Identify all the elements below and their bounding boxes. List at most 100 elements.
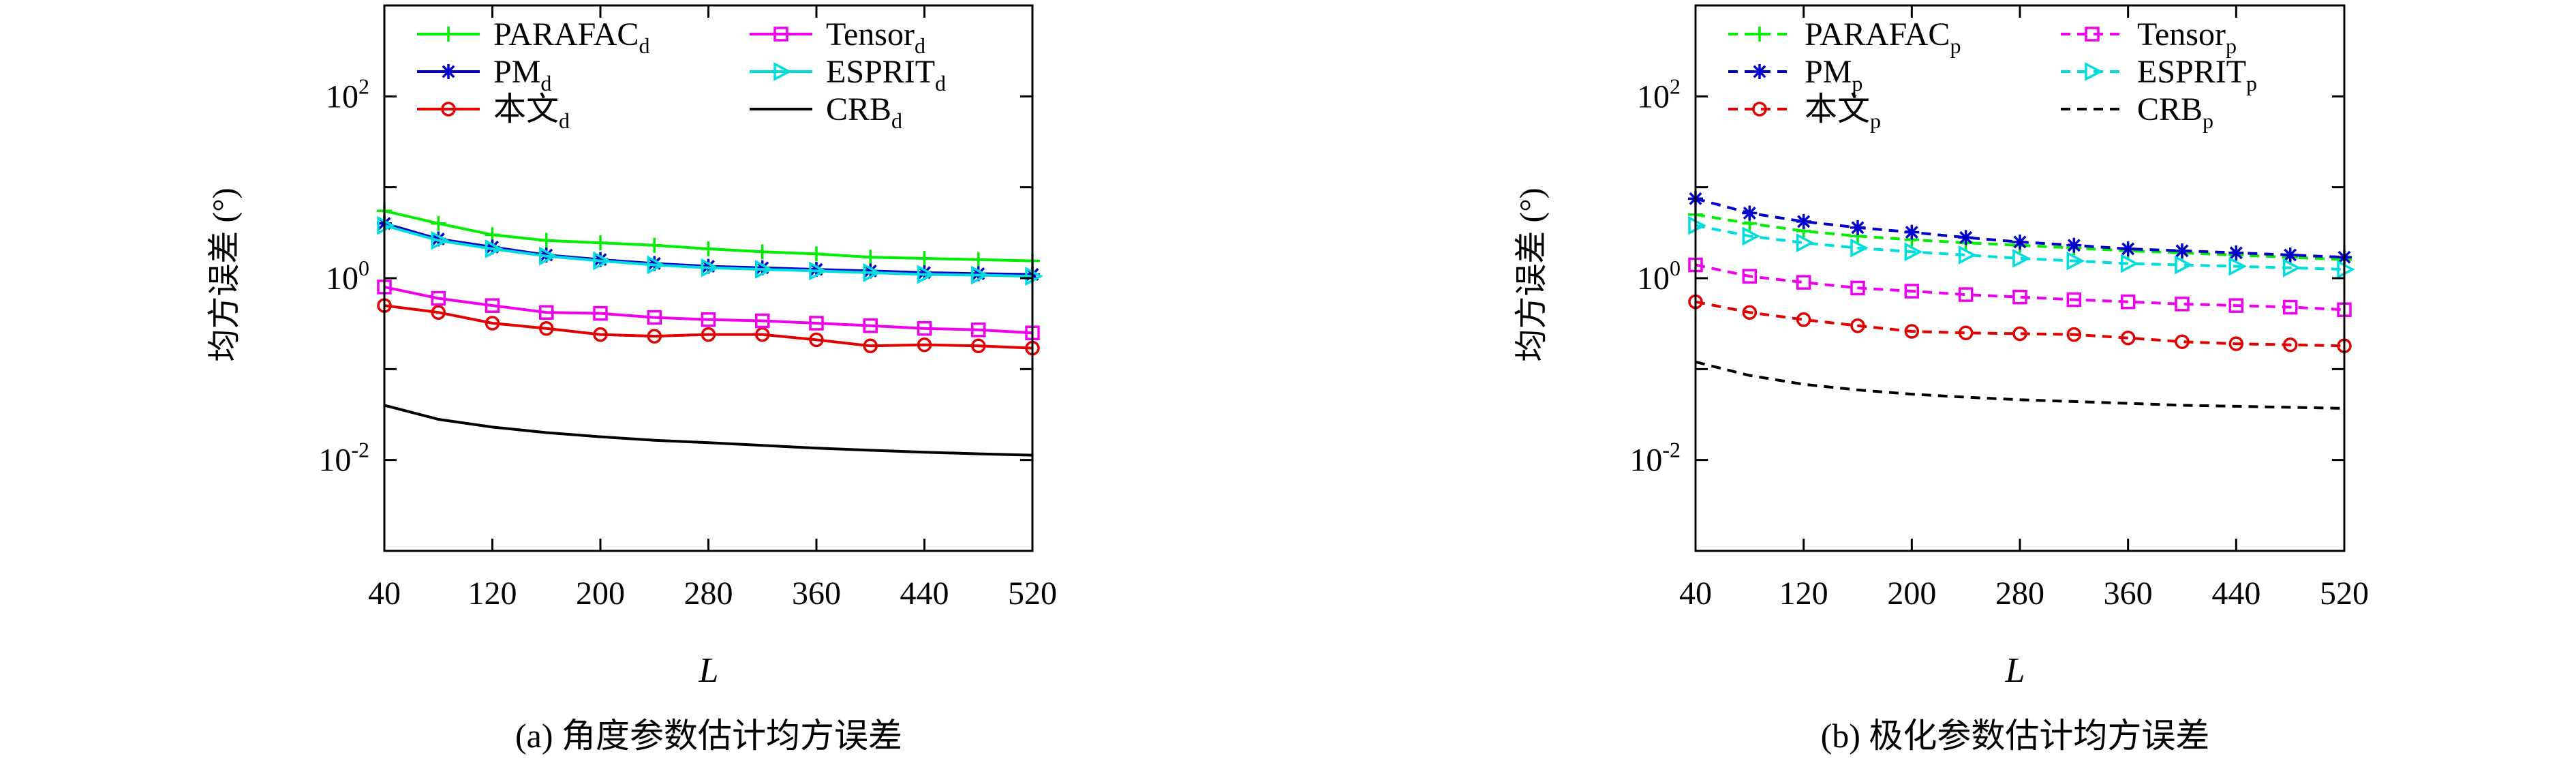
data-point [754,260,770,275]
data-point [593,305,608,321]
data-point [647,310,662,325]
series-line [1695,224,2345,271]
data-point [2120,254,2139,273]
data-point [809,262,824,278]
data-point [2228,298,2244,313]
data-point [593,235,608,251]
data-point [2012,249,2031,268]
series-line [1695,360,2345,410]
data-point [1796,275,1811,290]
data-point [2175,243,2190,258]
data-point [431,305,446,320]
data-point [1742,205,1758,221]
data-point [755,327,770,342]
series-line [1695,263,2345,312]
legend-marker [1752,27,1767,42]
legend-label: ESPRITp [2137,54,2257,95]
series-本文-p [1688,294,2352,354]
data-point [2120,330,2136,346]
legend-label: 本文d [493,91,570,133]
data-point [1904,224,1920,240]
data-point [755,260,773,279]
x-tick-label: 120 [1779,575,1828,612]
legend-label: CRBd [826,91,902,133]
legend-label: ESPRITd [826,54,946,95]
legend-label: Tensorp [2137,16,2237,58]
data-point [863,338,878,354]
y-tick-label: 100 [326,256,369,297]
chart-caption: (a) 角度参数估计均方误差 [515,717,902,755]
data-point [701,312,716,327]
data-point [1904,324,1920,339]
y-tick-label: 102 [1637,74,1681,115]
data-point [431,231,446,247]
legend-marker [441,102,456,117]
data-point [2120,294,2136,310]
series-CRB-d [384,404,1033,457]
data-point [755,313,770,329]
legend-label: PMp [1805,54,1862,95]
data-point [863,263,882,282]
data-point [2282,247,2298,262]
data-point [2066,292,2082,308]
legend-marker [2085,62,2103,81]
data-point [2282,299,2298,315]
series-CRB-p [1695,360,2345,410]
legend-item: PMd [417,54,551,95]
series-本文-d [377,298,1040,356]
data-point [1796,312,1811,327]
y-tick-label: 102 [326,74,369,115]
series-line [384,285,1033,335]
x-tick-label: 360 [2104,575,2153,612]
data-point [701,327,716,342]
data-point [754,244,770,260]
data-point [1904,242,1923,262]
y-tick-label: 10-2 [318,438,369,479]
series-line [384,304,1033,350]
data-point [593,251,611,271]
y-axis-label: 均方误差 (°) [206,188,243,361]
data-point [1958,325,1974,341]
legend-label: Tensord [826,16,925,58]
series-PARAFAC-d [377,203,1040,269]
data-point [1958,230,1974,245]
data-point [647,256,662,271]
data-point [970,252,986,267]
data-point [431,230,450,250]
legend-item: PARAFACd [417,16,649,58]
data-point [2012,289,2027,305]
x-tick-label: 280 [1995,575,2044,612]
data-point [971,265,990,285]
data-point [2175,297,2190,312]
legend-marker [1752,64,1767,79]
data-point [2012,326,2027,342]
series-line [384,404,1033,457]
x-tick-label: 360 [792,575,841,612]
data-point [2066,327,2082,342]
data-point [539,305,554,320]
data-point [917,265,936,284]
data-point [2282,337,2298,352]
legend-label: 本文p [1805,91,1881,133]
data-point [863,263,878,279]
data-point [2175,255,2193,275]
data-point [1850,280,1865,296]
data-point [701,258,720,278]
x-tick-label: 440 [2211,575,2260,612]
data-point [2228,245,2244,260]
data-point [1742,269,1758,284]
legend-marker [441,27,456,42]
data-point [1850,238,1869,258]
data-point [2066,237,2082,253]
x-tick-label: 200 [576,575,625,612]
data-point [917,337,932,352]
legend-item: PMp [1728,54,1862,95]
data-point [1850,220,1865,235]
legend-marker [441,64,456,79]
data-point [970,266,986,282]
data-point [971,322,986,338]
series-Tensor-d [377,280,1040,341]
series-Tensor-p [1688,257,2352,317]
